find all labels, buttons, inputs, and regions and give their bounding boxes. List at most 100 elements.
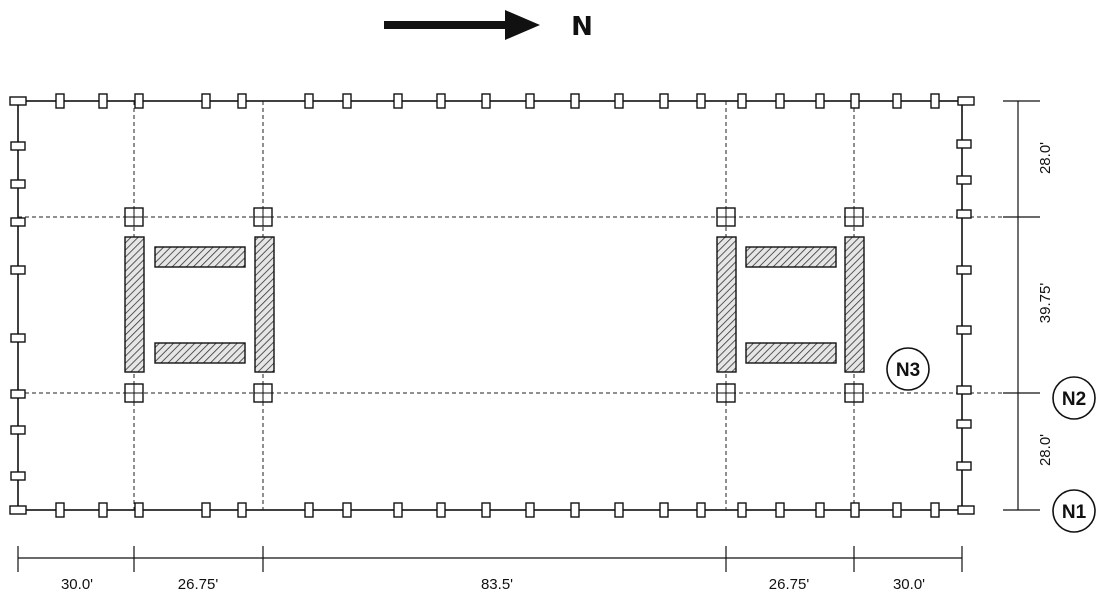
perimeter-column bbox=[525, 502, 535, 518]
interior-column bbox=[844, 207, 864, 227]
perimeter-column bbox=[10, 389, 26, 399]
perimeter-column bbox=[775, 502, 785, 518]
north-arrow-head bbox=[505, 10, 540, 40]
perimeter-column bbox=[342, 502, 352, 518]
vertical-dimension-line: 28.0' 39.75' 28.0' bbox=[1003, 100, 1054, 511]
interior-column bbox=[124, 383, 144, 403]
north-arrow-shaft bbox=[384, 21, 510, 29]
interior-column bbox=[844, 383, 864, 403]
perimeter-column bbox=[892, 93, 902, 109]
perimeter-column bbox=[342, 93, 352, 109]
shear-wall-horizontal bbox=[154, 246, 246, 268]
interior-column bbox=[716, 383, 736, 403]
dim-label-x1: 30.0' bbox=[61, 576, 93, 593]
perimeter-column bbox=[659, 93, 669, 109]
node-label-n2: N2 bbox=[1062, 389, 1086, 410]
shear-wall-vertical bbox=[844, 236, 865, 373]
perimeter-column bbox=[237, 502, 247, 518]
perimeter-column bbox=[570, 502, 580, 518]
perimeter-column bbox=[201, 93, 211, 109]
perimeter-column bbox=[956, 265, 972, 275]
shear-wall-horizontal bbox=[745, 342, 837, 364]
perimeter-column bbox=[436, 93, 446, 109]
perimeter-column bbox=[956, 325, 972, 335]
perimeter-column bbox=[481, 502, 491, 518]
dim-label-y2: 39.75' bbox=[1037, 283, 1054, 324]
perimeter-column bbox=[436, 502, 446, 518]
perimeter-column bbox=[930, 502, 940, 518]
perimeter-column bbox=[956, 461, 972, 471]
perimeter-columns bbox=[9, 93, 975, 518]
perimeter-column bbox=[10, 333, 26, 343]
interior-column bbox=[253, 383, 273, 403]
shear-wall-vertical bbox=[254, 236, 275, 373]
perimeter-column bbox=[850, 502, 860, 518]
perimeter-column bbox=[98, 93, 108, 109]
perimeter-column bbox=[775, 93, 785, 109]
perimeter-column bbox=[850, 93, 860, 109]
node-marker-n2: N2 bbox=[1052, 376, 1096, 420]
perimeter-column bbox=[304, 93, 314, 109]
building-outline bbox=[17, 100, 963, 511]
node-marker-n1: N1 bbox=[1052, 489, 1096, 533]
dim-label-x5: 30.0' bbox=[893, 576, 925, 593]
perimeter-column bbox=[304, 502, 314, 518]
interior-column bbox=[124, 207, 144, 227]
dim-label-x4: 26.75' bbox=[769, 576, 810, 593]
perimeter-column bbox=[10, 425, 26, 435]
perimeter-column bbox=[956, 419, 972, 429]
perimeter-column bbox=[10, 179, 26, 189]
dim-label-x2: 26.75' bbox=[178, 576, 219, 593]
perimeter-column bbox=[614, 93, 624, 109]
perimeter-column bbox=[134, 93, 144, 109]
perimeter-column bbox=[134, 502, 144, 518]
perimeter-column bbox=[930, 93, 940, 109]
perimeter-column bbox=[737, 502, 747, 518]
perimeter-column bbox=[956, 385, 972, 395]
perimeter-column bbox=[393, 93, 403, 109]
perimeter-column bbox=[956, 139, 972, 149]
dim-label-y1: 28.0' bbox=[1037, 142, 1054, 174]
perimeter-column bbox=[892, 502, 902, 518]
north-arrow: N bbox=[384, 10, 593, 42]
interior-columns bbox=[124, 207, 864, 403]
shear-wall-vertical bbox=[124, 236, 145, 373]
corner-column bbox=[9, 505, 27, 515]
perimeter-column bbox=[696, 502, 706, 518]
perimeter-column bbox=[696, 93, 706, 109]
corner-column bbox=[9, 96, 27, 106]
node-label-n1: N1 bbox=[1062, 502, 1087, 523]
perimeter-column bbox=[815, 93, 825, 109]
interior-column bbox=[253, 207, 273, 227]
perimeter-column bbox=[10, 265, 26, 275]
perimeter-column bbox=[737, 93, 747, 109]
dim-label-y3: 28.0' bbox=[1037, 434, 1054, 466]
dim-label-x3: 83.5' bbox=[481, 576, 513, 593]
perimeter-column bbox=[481, 93, 491, 109]
shear-wall-horizontal bbox=[745, 246, 837, 268]
shear-wall-horizontal bbox=[154, 342, 246, 364]
shear-walls bbox=[124, 236, 865, 373]
grid-lines bbox=[18, 101, 1030, 510]
perimeter-column bbox=[10, 141, 26, 151]
perimeter-column bbox=[55, 502, 65, 518]
perimeter-column bbox=[98, 502, 108, 518]
perimeter-column bbox=[10, 217, 26, 227]
shear-wall-vertical bbox=[716, 236, 737, 373]
node-marker-n3: N3 bbox=[886, 347, 930, 391]
node-label-n3: N3 bbox=[896, 360, 920, 381]
perimeter-column bbox=[815, 502, 825, 518]
perimeter-column bbox=[55, 93, 65, 109]
perimeter-column bbox=[570, 93, 580, 109]
perimeter-column bbox=[956, 175, 972, 185]
perimeter-column bbox=[659, 502, 669, 518]
perimeter-column bbox=[237, 93, 247, 109]
corner-column bbox=[957, 96, 975, 106]
perimeter-column bbox=[525, 93, 535, 109]
perimeter-column bbox=[956, 209, 972, 219]
corner-column bbox=[957, 505, 975, 515]
perimeter-column bbox=[201, 502, 211, 518]
horizontal-dimension-line: 30.0' 26.75' 83.5' 26.75' 30.0' bbox=[17, 546, 963, 593]
perimeter-column bbox=[10, 471, 26, 481]
